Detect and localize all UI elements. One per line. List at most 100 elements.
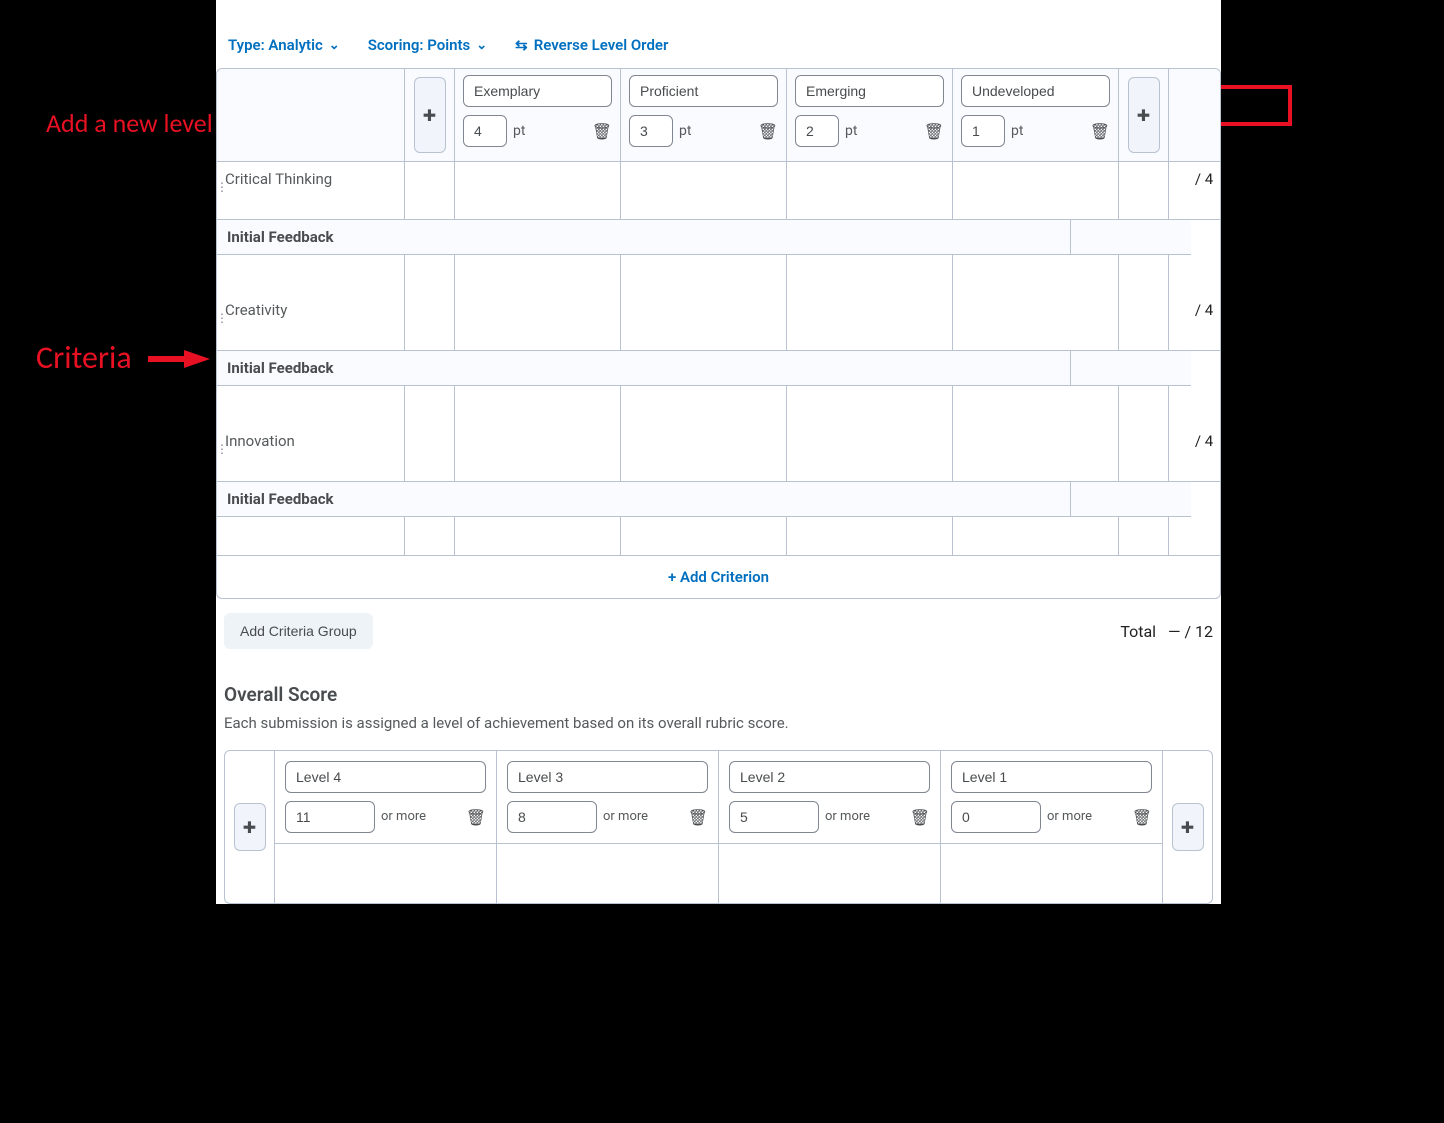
feedback-cell[interactable]	[621, 386, 787, 424]
initial-feedback-label: Initial Feedback	[217, 220, 1071, 255]
spacer	[1119, 424, 1169, 482]
overall-level-name-input[interactable]	[285, 761, 486, 793]
criterion-name[interactable]: Creativity	[217, 293, 405, 351]
overall-level-description[interactable]	[275, 843, 496, 903]
overall-level-description[interactable]	[497, 843, 718, 903]
type-dropdown[interactable]: Type: Analytic ⌄	[228, 36, 340, 54]
level-description-cell[interactable]	[787, 293, 953, 351]
add-overall-level-button[interactable]: ✚	[234, 803, 266, 851]
trash-icon[interactable]: 🗑	[688, 808, 708, 827]
level-description-cell[interactable]	[953, 424, 1119, 482]
rubric-table: ✚ pt 🗑 pt 🗑	[216, 68, 1221, 599]
chevron-down-icon: ⌄	[476, 38, 487, 53]
overall-level-min-input[interactable]	[729, 801, 819, 833]
level-description-cell[interactable]	[787, 162, 953, 220]
feedback-cell[interactable]	[455, 517, 621, 555]
swap-icon: ⇄	[515, 36, 528, 54]
add-level-after-button[interactable]: ✚	[1128, 77, 1160, 153]
or-more-label: or more	[603, 810, 648, 824]
add-level-after-cell: ✚	[1119, 69, 1169, 162]
drag-handle-icon[interactable]: ⋮⋮	[216, 311, 217, 325]
scoring-dropdown[interactable]: Scoring: Points ⌄	[368, 36, 487, 54]
feedback-cell[interactable]	[787, 386, 953, 424]
spacer	[1119, 293, 1169, 351]
trash-icon[interactable]: 🗑	[924, 122, 944, 141]
feedback-cell[interactable]	[787, 517, 953, 555]
add-level-before-cell: ✚	[405, 69, 455, 162]
level-description-cell[interactable]	[455, 424, 621, 482]
overall-level-min-input[interactable]	[285, 801, 375, 833]
trash-icon[interactable]: 🗑	[466, 808, 486, 827]
level-description-cell[interactable]	[621, 424, 787, 482]
overall-level-min-input[interactable]	[951, 801, 1041, 833]
level-points-input[interactable]	[961, 115, 1005, 147]
criterion-name[interactable]: Innovation	[217, 424, 405, 482]
trash-icon[interactable]: 🗑	[758, 122, 778, 141]
level-points-input[interactable]	[463, 115, 507, 147]
level-points-input[interactable]	[795, 115, 839, 147]
trash-icon[interactable]: 🗑	[1132, 808, 1152, 827]
feedback-cell[interactable]	[787, 255, 953, 293]
level-header: pt 🗑	[953, 69, 1119, 162]
level-description-cell[interactable]	[621, 293, 787, 351]
arrow-criteria	[148, 350, 210, 368]
spacer	[1119, 162, 1169, 220]
spacer	[217, 255, 405, 293]
feedback-cell[interactable]	[953, 255, 1119, 293]
add-criterion-button[interactable]: + Add Criterion	[217, 555, 1220, 598]
add-level-before-button[interactable]: ✚	[414, 77, 446, 153]
level-name-input[interactable]	[463, 75, 612, 107]
feedback-cell[interactable]	[621, 517, 787, 555]
level-name-input[interactable]	[961, 75, 1110, 107]
trash-icon[interactable]: 🗑	[1090, 122, 1110, 141]
spacer	[1071, 220, 1191, 255]
reverse-level-order-button[interactable]: ⇄ Reverse Level Order	[515, 36, 668, 54]
spacer	[1071, 351, 1191, 386]
add-overall-level-before: ✚	[225, 751, 275, 903]
level-description-cell[interactable]	[953, 293, 1119, 351]
overall-level-name-input[interactable]	[507, 761, 708, 793]
level-name-input[interactable]	[629, 75, 778, 107]
overall-level-min-input[interactable]	[507, 801, 597, 833]
feedback-cell[interactable]	[455, 255, 621, 293]
drag-handle-icon[interactable]: ⋮⋮	[216, 180, 217, 194]
feedback-cell[interactable]	[455, 386, 621, 424]
criterion-name[interactable]: Critical Thinking	[217, 162, 405, 220]
level-description-cell[interactable]	[455, 293, 621, 351]
level-description-cell[interactable]	[621, 162, 787, 220]
overall-level-description[interactable]	[941, 843, 1162, 903]
feedback-cell[interactable]	[621, 255, 787, 293]
add-overall-level-button[interactable]: ✚	[1172, 803, 1204, 851]
spacer	[1169, 386, 1221, 424]
overall-level-description[interactable]	[719, 843, 940, 903]
trash-icon[interactable]: 🗑	[910, 808, 930, 827]
overall-level-column: or more 🗑	[719, 751, 941, 903]
drag-handle-icon[interactable]: ⋮⋮	[216, 442, 217, 456]
spacer	[405, 517, 455, 555]
level-header: pt 🗑	[455, 69, 621, 162]
add-criteria-group-button[interactable]: Add Criteria Group	[224, 613, 373, 649]
rubric-footer: Add Criteria Group Total — / 12	[216, 599, 1221, 649]
total-display: Total — / 12	[1120, 622, 1213, 641]
spacer	[217, 386, 405, 424]
level-description-cell[interactable]	[953, 162, 1119, 220]
level-header: pt 🗑	[621, 69, 787, 162]
overall-level-name-input[interactable]	[729, 761, 930, 793]
spacer	[405, 293, 455, 351]
criteria-header-spacer	[217, 69, 405, 162]
spacer	[1119, 386, 1169, 424]
level-points-input[interactable]	[629, 115, 673, 147]
level-name-input[interactable]	[795, 75, 944, 107]
rubric-toolbar: Type: Analytic ⌄ Scoring: Points ⌄ ⇄ Rev…	[216, 36, 1221, 68]
trash-icon[interactable]: 🗑	[592, 122, 612, 141]
level-description-cell[interactable]	[787, 424, 953, 482]
points-unit: pt	[1011, 123, 1023, 139]
spacer	[405, 424, 455, 482]
feedback-cell[interactable]	[953, 386, 1119, 424]
points-unit: pt	[513, 123, 525, 139]
type-label: Type: Analytic	[228, 36, 323, 54]
overall-level-name-input[interactable]	[951, 761, 1152, 793]
spacer	[1169, 517, 1221, 555]
feedback-cell[interactable]	[953, 517, 1119, 555]
level-description-cell[interactable]	[455, 162, 621, 220]
